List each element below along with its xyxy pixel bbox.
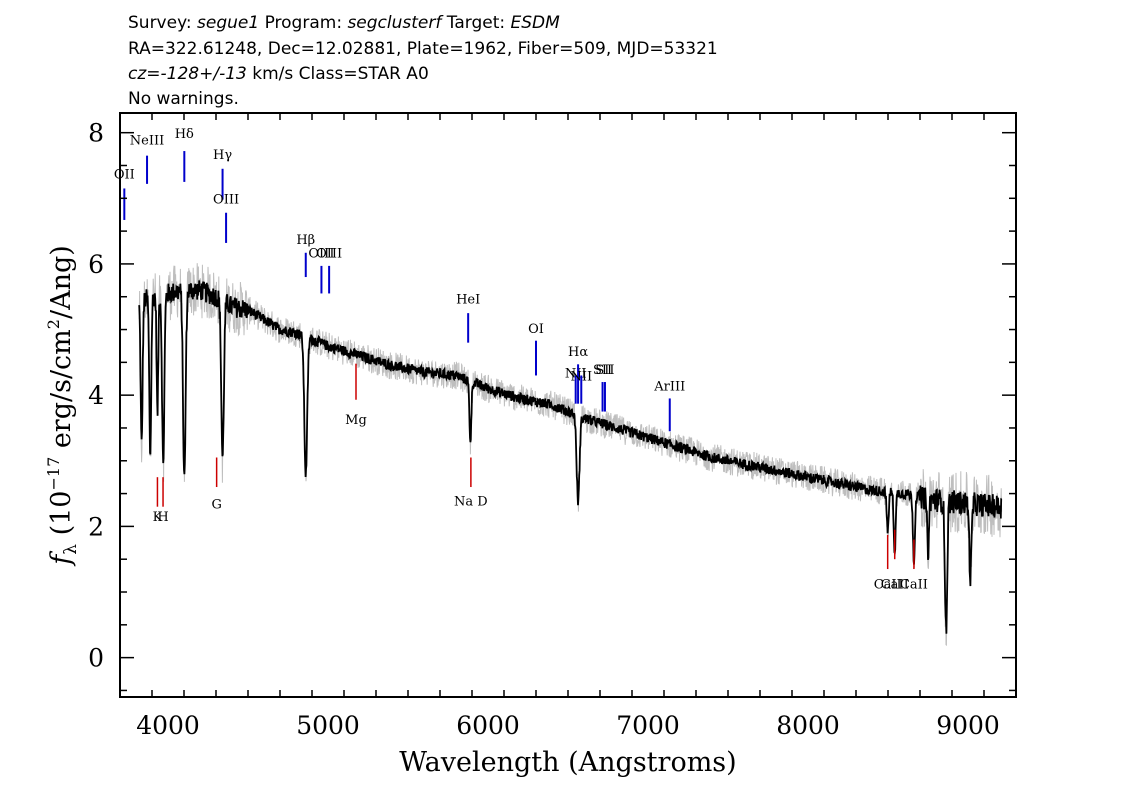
x-tick-label: 6000 [456, 711, 520, 740]
header-survey-part: Survey: [128, 13, 197, 33]
line-label: OIII [308, 246, 334, 261]
y-tick-label: 4 [88, 381, 104, 410]
y-axis-label-part: (10 [46, 491, 77, 544]
line-label: SII [595, 363, 614, 378]
header-line-coordinates: RA=322.61248, Dec=12.02881, Plate=1962, … [128, 39, 718, 59]
header-line-velocity: cz=-128+/-13 km/s Class=STAR A0 [128, 64, 429, 84]
line-label: CaII [900, 578, 928, 593]
line-label: Hα [568, 345, 588, 360]
axis-ticks: 4000 5000 6000 7000 8000 9000 0 2 4 6 8 [88, 113, 1017, 740]
x-tick-label: 5000 [296, 711, 360, 740]
x-tick-label: 9000 [936, 711, 1000, 740]
line-label: NeIII [130, 133, 164, 148]
y-tick-label: 0 [88, 644, 104, 673]
y-tick-label: 8 [88, 119, 104, 148]
header-survey-part: ESDM [511, 13, 561, 33]
header-survey-part: segclusterf [347, 13, 444, 33]
line-label: Hβ [296, 233, 315, 248]
header-velocity-part: cz=-128+/-13 [128, 64, 247, 84]
header-velocity-part: km/s Class=STAR A0 [247, 64, 429, 84]
line-label: OII [114, 168, 135, 183]
y-axis-label-part: λ [61, 544, 81, 555]
y-axis-label-part: −17 [44, 457, 63, 491]
line-label: OIII [213, 193, 239, 208]
header-survey-part: Program: [259, 13, 347, 33]
x-tick-label: 8000 [776, 711, 840, 740]
header-survey-part: Target: [441, 13, 510, 33]
line-label: CaII [881, 578, 909, 593]
header-line-survey: Survey: segue1 Program: segclusterf Targ… [128, 13, 560, 33]
flux-spectrum-line [138, 280, 1003, 634]
line-label: Na D [454, 494, 488, 509]
flux-spectrum [138, 280, 1003, 634]
spectrum-header: Survey: segue1 Program: segclusterf Targ… [128, 13, 718, 109]
line-label: OI [528, 322, 544, 337]
y-tick-label: 2 [88, 512, 104, 541]
line-label: CaII [874, 578, 902, 593]
line-label: K [153, 510, 163, 525]
line-label: Hγ [213, 148, 232, 163]
line-label: SII [593, 363, 612, 378]
line-label: HeI [456, 292, 480, 307]
y-axis-label-part: /Ang) [46, 245, 77, 319]
line-label: Hδ [175, 127, 194, 142]
line-label: G [211, 498, 221, 513]
x-tick-label: 7000 [616, 711, 680, 740]
y-axis-label-part: erg/s/cm [46, 329, 77, 457]
header-survey-part: segue1 [197, 13, 259, 33]
line-label: ArIII [653, 380, 685, 395]
y-tick-label: 6 [88, 250, 104, 279]
x-tick-label: 4000 [136, 711, 200, 740]
y-axis-label: fλ (10−17 erg/s/cm2/Ang) [44, 245, 81, 567]
line-label: H [157, 510, 168, 525]
header-line-warnings: No warnings. [128, 89, 239, 109]
line-label: NII [570, 370, 592, 385]
line-label: OIII [316, 246, 342, 261]
line-label: Mg [345, 413, 367, 428]
y-axis-label-part: 2 [44, 319, 63, 329]
x-axis-label: Wavelength (Angstroms) [399, 747, 736, 778]
